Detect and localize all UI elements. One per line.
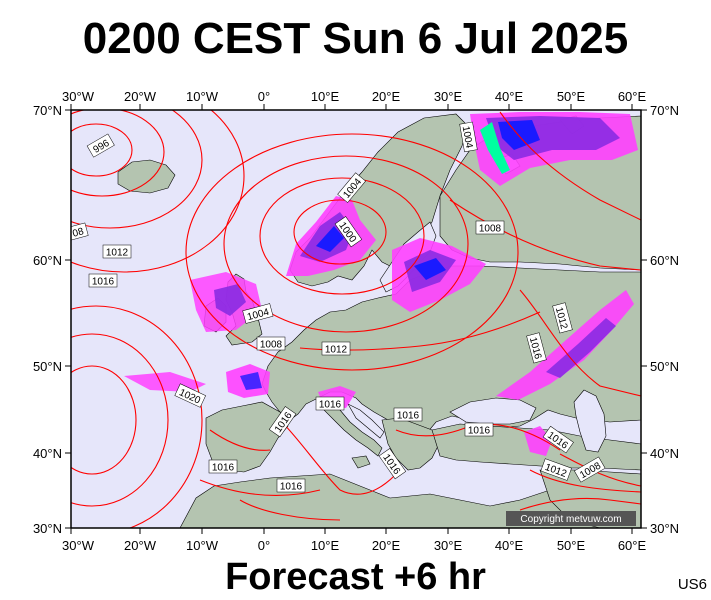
svg-text:40°N: 40°N — [650, 446, 679, 461]
svg-text:0°: 0° — [258, 538, 270, 553]
svg-text:70°N: 70°N — [650, 103, 679, 118]
svg-text:30°N: 30°N — [650, 521, 679, 536]
svg-text:10°W: 10°W — [186, 538, 219, 553]
lon-labels-bottom: 30°W 20°W 10°W 0° 10°E 20°E 30°E 40°E 50… — [62, 538, 646, 553]
svg-text:1008: 1008 — [260, 340, 283, 351]
forecast-label: Forecast +6 hr — [225, 556, 486, 598]
product-code: US6 — [677, 576, 707, 593]
copyright-box: Copyright metvuw.com — [506, 511, 636, 526]
svg-text:60°N: 60°N — [650, 253, 679, 268]
rain-arctic-heavy — [498, 120, 540, 150]
svg-text:30°N: 30°N — [33, 521, 62, 536]
svg-text:70°N: 70°N — [33, 103, 62, 118]
rain-france-core — [240, 372, 262, 390]
svg-text:08: 08 — [71, 226, 85, 240]
isobar-label: 1008 — [256, 336, 286, 351]
svg-text:60°E: 60°E — [618, 538, 647, 553]
lat-ticks — [65, 109, 647, 529]
svg-text:1016: 1016 — [468, 426, 491, 437]
svg-text:1016: 1016 — [280, 482, 303, 493]
lon-labels-top: 30°W 20°W 10°W 0° 10°E 20°E 30°E 40°E 50… — [62, 89, 646, 104]
svg-text:30°E: 30°E — [434, 89, 463, 104]
isobar-label: 1016 — [276, 478, 306, 493]
svg-text:1016: 1016 — [397, 411, 420, 422]
italy — [317, 397, 383, 457]
rain-sweden-heavy — [414, 258, 446, 280]
lat-labels-left: 70°N 60°N 50°N 40°N 30°N — [33, 103, 62, 536]
rain-ukraine — [496, 290, 634, 400]
svg-text:50°N: 50°N — [33, 359, 62, 374]
map-title: 0200 CEST Sun 6 Jul 2025 — [82, 14, 629, 63]
svg-text:10°E: 10°E — [311, 538, 340, 553]
iceland — [117, 159, 176, 194]
isobar-label: 1016 — [464, 422, 494, 437]
svg-text:1016: 1016 — [319, 400, 342, 411]
svg-text:20°W: 20°W — [124, 89, 157, 104]
svg-text:0°: 0° — [258, 89, 270, 104]
isobar-label: 1012 — [102, 244, 132, 259]
precipitation — [124, 112, 638, 456]
isobar-label: 1008 — [260, 313, 288, 327]
svg-text:20°E: 20°E — [372, 89, 401, 104]
svg-text:50°N: 50°N — [650, 359, 679, 374]
lat-labels-right: 70°N 60°N 50°N 40°N 30°N — [650, 103, 679, 536]
svg-text:1016: 1016 — [92, 277, 115, 288]
isobar-label: 1016 — [88, 273, 118, 288]
rain-ukraine-core — [546, 318, 616, 378]
svg-text:10°E: 10°E — [311, 89, 340, 104]
adriatic — [347, 403, 385, 439]
isobar-label: 1016 — [315, 396, 345, 411]
caspian-sea — [573, 389, 607, 453]
isobar-label: 1012 — [321, 341, 351, 356]
rain-uk-core — [214, 284, 246, 316]
map-frame — [70, 109, 642, 529]
svg-text:1004: 1004 — [460, 125, 475, 149]
isobar-label: 1008 — [475, 220, 505, 235]
svg-text:20°W: 20°W — [124, 538, 157, 553]
svg-text:50°E: 50°E — [557, 89, 586, 104]
isobar-label: 1004 — [459, 121, 478, 153]
svg-text:50°E: 50°E — [557, 538, 586, 553]
svg-text:60°E: 60°E — [618, 89, 647, 104]
svg-text:30°W: 30°W — [62, 89, 95, 104]
rain-norway-heavy — [316, 226, 344, 252]
svg-text:Copyright metvuw.com: Copyright metvuw.com — [520, 514, 621, 525]
svg-text:1008: 1008 — [479, 224, 502, 235]
isobar-label: 1016 — [393, 407, 423, 422]
isobars — [71, 110, 641, 528]
lon-ticks — [70, 104, 633, 534]
svg-text:1016: 1016 — [212, 463, 235, 474]
isobar-labels: 996 1004 1000 1008 1012 1016 — [71, 121, 606, 493]
svg-text:40°E: 40°E — [495, 89, 524, 104]
svg-text:30°E: 30°E — [434, 538, 463, 553]
isobar-label: 08 — [71, 222, 89, 241]
svg-text:40°E: 40°E — [495, 538, 524, 553]
isobar-label: 1016 — [208, 459, 238, 474]
sicily — [351, 455, 371, 469]
svg-text:10°W: 10°W — [186, 89, 219, 104]
svg-text:60°N: 60°N — [33, 253, 62, 268]
svg-text:40°N: 40°N — [33, 446, 62, 461]
svg-text:1012: 1012 — [325, 345, 348, 356]
rain-arctic-extreme — [480, 122, 510, 174]
svg-text:1012: 1012 — [106, 248, 129, 259]
svg-text:20°E: 20°E — [372, 538, 401, 553]
svg-text:30°W: 30°W — [62, 538, 95, 553]
